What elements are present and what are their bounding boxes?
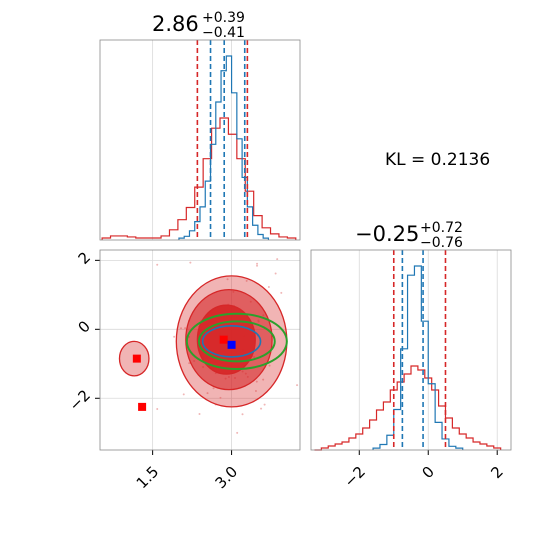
joint-sample-point — [173, 335, 176, 338]
joint-sample-point — [262, 378, 265, 381]
param1-title-median: 2.86 — [152, 12, 199, 36]
param2-hist-red — [314, 365, 502, 451]
param1-title-plus: +0.39 — [202, 10, 245, 26]
param2-title-minus: −0.76 — [420, 235, 463, 251]
joint-xtick-label: 3.0 — [212, 463, 242, 493]
joint-sample-point — [245, 279, 248, 282]
param2-title-median: −0.25 — [355, 222, 419, 246]
joint-sample-point — [189, 261, 192, 264]
joint-sample-point — [268, 364, 271, 367]
panel-joint: 1.5 3.0 −2 0 2 — [66, 248, 301, 493]
joint-sample-point — [255, 380, 258, 383]
param2-title-plus: +0.72 — [420, 220, 463, 236]
param1-hist-blue — [178, 55, 270, 240]
param2-xtick-label: 2 — [487, 463, 506, 482]
joint-sample-point — [241, 413, 244, 416]
joint-sample-point — [256, 264, 259, 267]
joint-sample-point — [226, 278, 229, 281]
joint-marker-red — [219, 335, 228, 344]
joint-sample-point — [198, 412, 201, 415]
joint-sample-point — [182, 393, 185, 396]
joint-sample-point — [180, 327, 183, 330]
joint-sample-point — [212, 387, 215, 390]
joint-truth-marker — [227, 340, 236, 349]
joint-contour-green — [197, 320, 276, 363]
param1-hist-red — [101, 117, 297, 240]
param2-hist-blue — [372, 265, 464, 450]
param2-frame — [310, 249, 512, 451]
joint-sample-point — [276, 258, 279, 261]
joint-sample-point — [267, 286, 270, 289]
joint-sample-point — [219, 396, 222, 399]
joint-contour-green — [185, 312, 288, 370]
param1-title-minus: −0.41 — [202, 25, 245, 41]
joint-sample-point — [254, 389, 257, 392]
joint-sample-point — [184, 327, 187, 330]
param2-title: −0.25 +0.72 −0.76 — [355, 220, 463, 251]
param1-title: 2.86 +0.39 −0.41 — [152, 10, 245, 41]
joint-sample-point — [280, 291, 283, 294]
param2-background — [311, 250, 511, 450]
joint-sample-point — [260, 407, 263, 410]
joint-contour-blue — [201, 325, 262, 358]
param2-xtick-label: 0 — [418, 463, 437, 482]
joint-sample-point — [296, 384, 299, 387]
joint-ytick-label: 2 — [75, 248, 94, 267]
joint-xtick-label: 1.5 — [133, 463, 163, 493]
param2-xtick-label: −2 — [341, 463, 369, 491]
panel-param1-hist — [99, 39, 301, 241]
joint-sample-point — [274, 272, 277, 275]
joint-sample-point — [206, 392, 209, 395]
panel-param2-hist: −2 0 2 — [310, 249, 512, 491]
joint-ytick-label: 0 — [75, 317, 94, 336]
kl-annotation: KL = 0.2136 — [385, 150, 490, 170]
joint-sample-point — [256, 262, 259, 265]
joint-marker-red — [132, 354, 141, 363]
joint-marker-red — [138, 402, 147, 411]
joint-sample-point — [156, 407, 159, 410]
joint-frame — [99, 249, 301, 451]
joint-sample-point — [156, 263, 159, 266]
joint-sample-point — [263, 403, 266, 406]
joint-ytick-label: −2 — [66, 386, 94, 414]
joint-sample-point — [236, 431, 239, 434]
param1-frame — [99, 39, 301, 241]
